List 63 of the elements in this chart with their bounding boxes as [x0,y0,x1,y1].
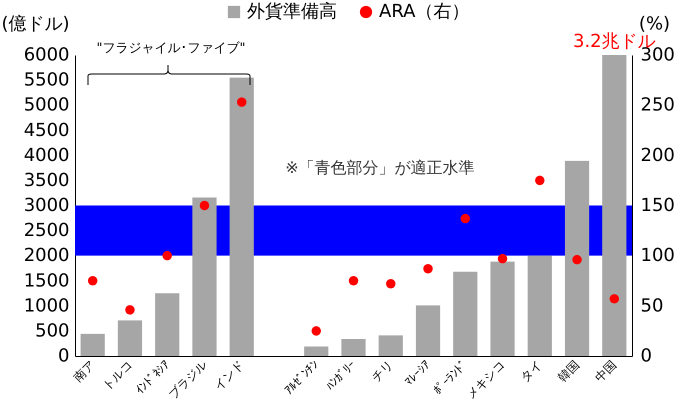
y-tick-label: 3000 [24,195,70,216]
bar [602,55,626,356]
x-tick-label: 韓国 [555,358,582,384]
bar [416,305,440,356]
bar [304,346,328,356]
bar [453,272,478,356]
bar [564,160,590,356]
bar [192,197,217,356]
point [535,176,545,186]
point [88,276,98,286]
y-tick-label: 0 [58,346,70,366]
x-tick-label: ﾏﾚｰｼｱ [402,358,433,389]
point [423,264,433,274]
legend-label: 外貨準備高 [247,1,337,22]
bar [80,334,105,356]
x-tick-label: ﾊﾝｶﾞﾘｰ [323,358,358,393]
y2-tick-label: 0 [640,346,652,366]
annotation: "フラジャイル･ファイブ" [96,41,246,56]
y2-tick-label: 100 [640,245,675,266]
point [498,254,508,264]
x-tick-label: 中国 [592,358,620,384]
y-tick-label: 1000 [24,295,70,316]
x-tick-label: ｱﾙｾﾞﾝﾁﾝ [282,358,322,398]
x-tick-label: チリ [368,358,396,384]
y-tick-label: 5000 [24,94,70,116]
bar [490,262,515,356]
y-tick-label: 3500 [24,170,70,191]
legend-label: ARA（右） [379,1,470,22]
bar [528,256,552,356]
point [125,305,135,315]
x-tick-label: トルコ [100,358,135,393]
y2-tick-label: 200 [640,144,675,166]
point [572,254,582,264]
point [386,279,396,288]
point [460,214,470,224]
bar [341,338,366,356]
point [162,250,172,260]
bar [155,293,180,356]
y-tick-label: 4000 [24,144,70,166]
point [312,326,321,336]
y2-tick-label: 250 [640,94,675,116]
bar [378,335,403,356]
x-tick-label: タイ [518,358,545,384]
point [348,276,358,286]
y-tick-label: 5500 [24,70,70,91]
y-tick-label: 500 [35,320,70,342]
y-tick-label: 6000 [24,44,70,66]
y-axis-title: (億ドル) [1,14,70,34]
point [200,200,210,210]
y2-axis-title: (%) [638,14,670,34]
annotation: ※「青色部分」が適正水準 [285,158,475,177]
y-tick-label: 1500 [24,270,70,292]
x-tick-label: 南ア [70,358,98,384]
y-tick-label: 2500 [24,220,70,242]
y2-tick-label: 50 [640,295,664,316]
bar [230,78,254,356]
x-tick-label: インド [211,358,247,393]
y2-tick-label: 150 [640,195,675,216]
y-tick-label: 2000 [24,245,70,266]
y-tick-label: 4500 [24,120,70,141]
point [236,97,246,107]
point [610,294,620,304]
bar [118,320,142,356]
